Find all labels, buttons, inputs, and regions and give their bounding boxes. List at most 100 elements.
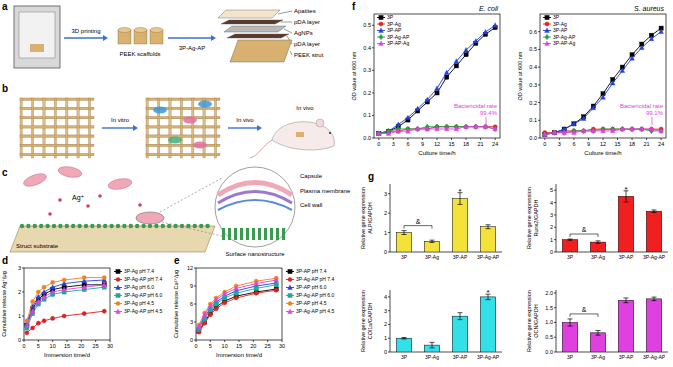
y-tick (554, 292, 556, 293)
significance-mark: & (582, 306, 587, 313)
data-point (222, 291, 227, 295)
data-point (474, 124, 478, 129)
nanostructure (135, 224, 139, 228)
leader-line (278, 11, 292, 14)
x-tick-label: 5 (37, 343, 40, 349)
data-point (639, 45, 644, 49)
line-chart: 036912151821240.00.10.20.30.40.50.6Cultu… (517, 5, 666, 156)
y-axis-label: OD value at 600 nm (351, 51, 357, 100)
legend-entry: 3P-Ag-AP pH 4.5 (296, 308, 334, 314)
data-point (102, 283, 106, 287)
legend-marker (288, 269, 292, 273)
error-cap (402, 338, 407, 339)
x-tick-label: 6 (406, 141, 409, 147)
error-bar (624, 298, 629, 303)
data-point (454, 59, 459, 63)
data-point (406, 129, 411, 133)
legend-marker (545, 41, 550, 45)
data-point (610, 81, 615, 85)
bar (480, 297, 495, 352)
data-point (464, 48, 469, 52)
label: Capsule (300, 173, 323, 179)
y-axis-label: Relative gene expression (360, 290, 366, 352)
error-line (654, 210, 655, 212)
nanostructure (154, 224, 158, 228)
data-point (649, 127, 654, 131)
y-tick (194, 268, 196, 269)
strut (20, 144, 94, 146)
error-cap (568, 318, 573, 319)
data-point (630, 126, 634, 131)
data-point (444, 126, 449, 130)
y-tick-label: 0 (384, 349, 387, 355)
x-tick-label: 30 (107, 343, 113, 349)
error-line (432, 342, 433, 348)
bacterium (136, 212, 164, 224)
error-bar (430, 342, 435, 348)
legend: 3P3P-Ag3P-AP3P-Ag-AP3P-AP-Ag (377, 14, 410, 46)
y-axis-label: Relative gene expression (526, 187, 532, 249)
strut (20, 153, 94, 155)
series-line (199, 285, 276, 329)
legend-entry: 3P-AP pH 7.4 (296, 268, 327, 274)
label: PEEK strut (294, 52, 324, 58)
plot-area (25, 276, 107, 335)
series-line (199, 289, 276, 331)
data-point (208, 303, 213, 307)
legend-entry: 3P-Ag-AP pH 6.0 (296, 292, 334, 298)
error-bar (652, 297, 657, 301)
data-point (30, 326, 34, 330)
data-point (254, 291, 258, 295)
y-tick (388, 232, 390, 233)
bar (480, 227, 495, 252)
series-line (199, 278, 276, 325)
error-cap (458, 312, 463, 313)
nanostructure (180, 224, 184, 228)
x-tick (646, 138, 647, 140)
x-tick (661, 138, 662, 140)
coating-layer (224, 26, 286, 32)
data-point (82, 276, 86, 280)
data-point (464, 52, 468, 56)
data-point (214, 302, 218, 306)
x-tick (588, 138, 589, 140)
error-cap (458, 204, 463, 205)
substrate (10, 226, 215, 252)
y-tick-label: 3 (550, 212, 553, 218)
x-tick-label: 3P-Ag-AP (643, 254, 666, 260)
data-point (234, 286, 239, 290)
y-tick-label: 0.5 (363, 22, 371, 28)
plot-frame (374, 14, 500, 138)
legend-marker (545, 28, 550, 32)
data-point (396, 129, 401, 133)
strut (20, 126, 94, 128)
data-point (620, 127, 624, 131)
series-line (27, 278, 104, 321)
y-tick-label: 0.5 (529, 46, 537, 52)
x-axis-label: Immersion time/d (44, 352, 90, 358)
scaffold-top (150, 28, 163, 33)
x-tick-label: 3P (401, 254, 408, 260)
data-point (416, 126, 420, 131)
y-tick (372, 70, 374, 71)
label: Surface nanostructure (225, 251, 285, 257)
data-point (473, 39, 478, 43)
y-tick (194, 340, 196, 341)
y-tick-label: 0.2 (529, 100, 537, 106)
error-bar (568, 239, 573, 240)
panel-letter: g (368, 171, 374, 182)
x-tick (573, 138, 574, 140)
y-tick-label: 12 (187, 265, 193, 271)
legend-marker (545, 15, 549, 19)
data-point (36, 321, 40, 325)
x-tick (378, 138, 379, 140)
x-tick (393, 138, 394, 140)
error-line (404, 231, 405, 235)
capsule (218, 183, 292, 196)
data-point (435, 91, 439, 95)
y-tick (372, 47, 374, 48)
x-tick (282, 340, 283, 342)
x-tick (52, 340, 53, 342)
x-tick (110, 340, 111, 342)
legend-marker (379, 15, 383, 19)
